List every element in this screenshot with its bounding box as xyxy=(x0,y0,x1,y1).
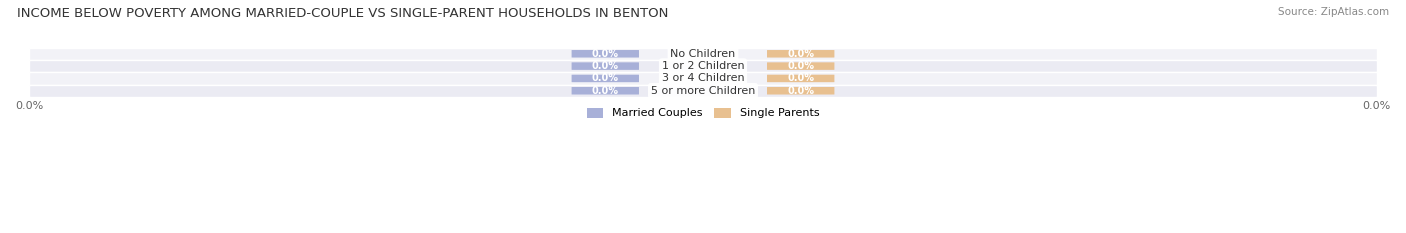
Bar xyxy=(30,85,1376,97)
FancyBboxPatch shape xyxy=(572,50,638,58)
Text: 0.0%: 0.0% xyxy=(787,73,814,83)
Text: 0.0%: 0.0% xyxy=(787,49,814,59)
Text: No Children: No Children xyxy=(671,49,735,59)
Text: 3 or 4 Children: 3 or 4 Children xyxy=(662,73,744,83)
Text: Source: ZipAtlas.com: Source: ZipAtlas.com xyxy=(1278,7,1389,17)
FancyBboxPatch shape xyxy=(768,50,834,58)
FancyBboxPatch shape xyxy=(572,87,638,95)
Text: 0.0%: 0.0% xyxy=(787,61,814,71)
Bar xyxy=(30,72,1376,85)
FancyBboxPatch shape xyxy=(768,75,834,82)
Text: 0.0%: 0.0% xyxy=(787,86,814,96)
Text: 0.0%: 0.0% xyxy=(592,86,619,96)
FancyBboxPatch shape xyxy=(572,62,638,70)
FancyBboxPatch shape xyxy=(572,75,638,82)
Text: 0.0%: 0.0% xyxy=(592,73,619,83)
Text: 1 or 2 Children: 1 or 2 Children xyxy=(662,61,744,71)
Text: INCOME BELOW POVERTY AMONG MARRIED-COUPLE VS SINGLE-PARENT HOUSEHOLDS IN BENTON: INCOME BELOW POVERTY AMONG MARRIED-COUPL… xyxy=(17,7,668,20)
Legend: Married Couples, Single Parents: Married Couples, Single Parents xyxy=(586,108,820,118)
Bar xyxy=(30,60,1376,72)
Text: 5 or more Children: 5 or more Children xyxy=(651,86,755,96)
Bar xyxy=(30,48,1376,60)
FancyBboxPatch shape xyxy=(768,87,834,95)
Text: 0.0%: 0.0% xyxy=(592,61,619,71)
FancyBboxPatch shape xyxy=(768,62,834,70)
Text: 0.0%: 0.0% xyxy=(592,49,619,59)
